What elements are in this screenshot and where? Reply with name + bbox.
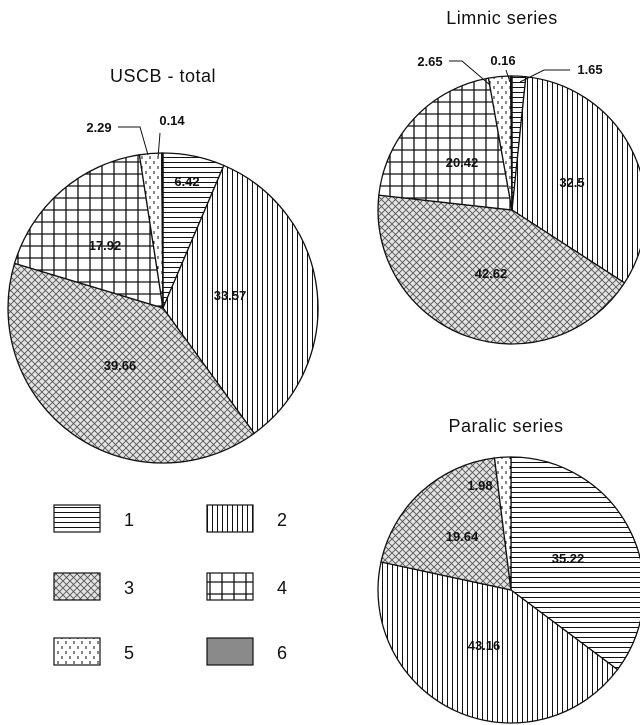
legend-label-4: 4 (277, 578, 287, 598)
legend-label-3: 3 (124, 578, 134, 598)
pie-slice-2 (162, 164, 319, 435)
legend-item-2: 2 (206, 504, 287, 533)
legend-item-1: 1 (53, 504, 134, 533)
chart-title-limnic-series: Limnic series (446, 8, 558, 28)
pie-slice-3 (7, 262, 256, 464)
slice-label-5: 1.98 (467, 478, 492, 493)
pie-limnic-series: Limnic series 1.65 32.5 42.62 20.42 2.65… (377, 8, 640, 345)
legend-swatch-6 (206, 637, 254, 666)
legend-swatch-1 (53, 504, 101, 533)
legend-swatch-4 (206, 572, 254, 601)
legend: 1 2 3 4 5 6 (53, 504, 287, 666)
slice-label-5: 2.29 (86, 120, 111, 135)
value-labels-limnic-series: 1.65 32.5 42.62 20.42 2.65 0.16 (417, 53, 602, 281)
chart-title-paralic-series: Paralic series (448, 416, 563, 436)
leader-line-1 (519, 69, 570, 83)
leader-line-6 (157, 132, 161, 159)
legend-item-5: 5 (53, 637, 134, 666)
slice-label-2: 32.5 (559, 175, 584, 190)
pie-slices-uscb-total (7, 152, 319, 464)
pie-slice-6 (509, 75, 513, 211)
leader-line-5 (118, 126, 149, 156)
pie-slice-3 (377, 194, 626, 345)
slice-label-2: 43.16 (468, 638, 501, 653)
slice-label-1: 6.42 (174, 174, 199, 189)
slice-label-1: 1.65 (577, 62, 602, 77)
pie-slices-limnic-series (377, 75, 640, 345)
value-labels-paralic-series: 35.22 43.16 19.64 1.98 (446, 478, 585, 653)
pie-slice-2 (511, 76, 640, 284)
legend-label-1: 1 (124, 510, 134, 530)
legend-label-2: 2 (277, 510, 287, 530)
legend-label-6: 6 (277, 643, 287, 663)
value-labels-uscb-total: 6.42 33.57 39.66 17.92 2.29 0.14 (86, 113, 246, 373)
pie-paralic-series: Paralic series 35.22 43.16 19.64 1.98 (377, 416, 640, 724)
pie-slice-4 (378, 77, 513, 211)
legend-swatch-2 (206, 504, 254, 533)
slice-label-2: 33.57 (214, 288, 247, 303)
pie-uscb-total: USCB - total 6.42 33.57 39.66 17.92 2.29… (7, 66, 319, 464)
legend-item-6: 6 (206, 637, 287, 666)
pie-slice-4 (13, 154, 164, 309)
slice-label-5: 2.65 (417, 54, 442, 69)
pie-slice-1 (510, 456, 640, 671)
legend-swatch-5 (53, 637, 101, 666)
slice-label-4: 20.42 (446, 155, 479, 170)
legend-swatch-3 (53, 572, 101, 601)
pie-slice-2 (377, 561, 619, 724)
chart-title-uscb-total: USCB - total (110, 66, 216, 86)
legend-item-4: 4 (206, 572, 287, 601)
slice-label-6: 0.16 (490, 53, 515, 68)
slice-label-3: 19.64 (446, 529, 479, 544)
pie-slice-3 (380, 457, 512, 591)
leader-line-6 (505, 69, 511, 83)
leader-line-5 (449, 60, 491, 86)
slice-label-3: 42.62 (475, 266, 508, 281)
slice-label-6: 0.14 (159, 113, 185, 128)
slice-label-3: 39.66 (104, 358, 137, 373)
pie-slice-6 (160, 152, 164, 309)
slice-label-1: 35.22 (552, 551, 585, 566)
legend-item-3: 3 (53, 572, 134, 601)
pie-slices-paralic-series (377, 456, 640, 724)
pie-slice-5 (493, 456, 512, 591)
legend-label-5: 5 (124, 643, 134, 663)
slice-label-4: 17.92 (89, 238, 122, 253)
